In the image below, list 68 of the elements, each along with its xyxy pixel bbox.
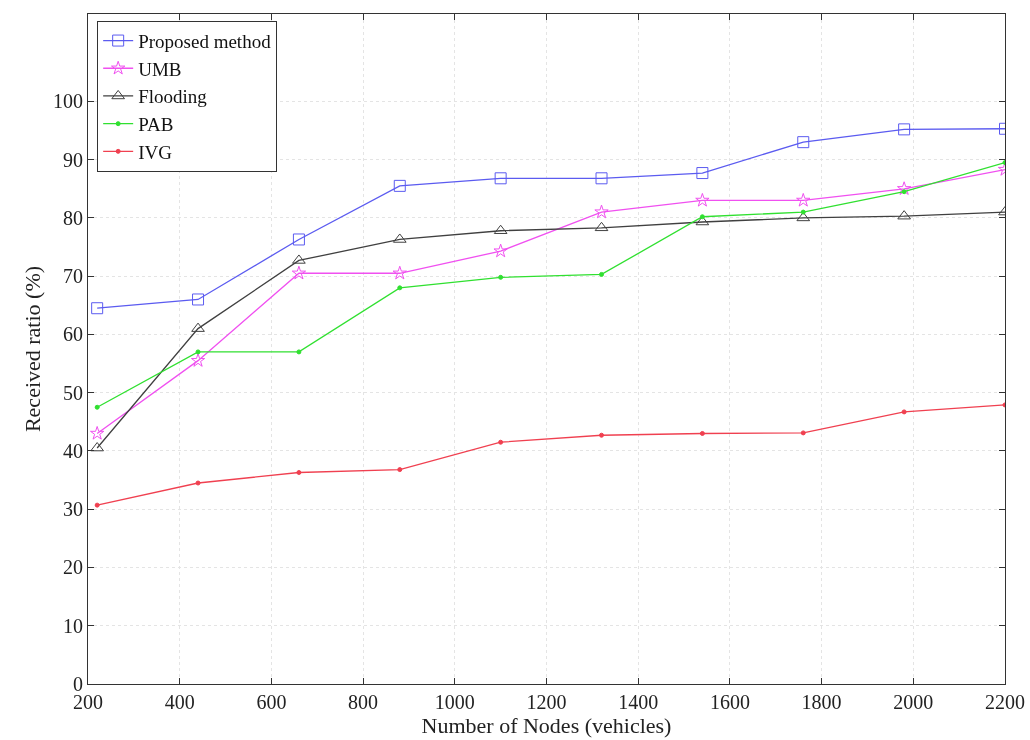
point <box>594 221 609 232</box>
point <box>191 322 205 332</box>
point <box>494 172 507 185</box>
x-tick-label: 1200 <box>526 691 567 713</box>
point <box>90 425 105 440</box>
x-tick-label: 1400 <box>618 691 659 713</box>
point <box>498 274 504 280</box>
y-tick-label: 30 <box>63 498 83 521</box>
point <box>599 271 605 277</box>
point <box>296 349 302 355</box>
x-tick-label: 800 <box>348 691 379 713</box>
point <box>695 192 710 207</box>
point <box>796 211 811 222</box>
point <box>898 123 911 136</box>
point <box>393 179 406 192</box>
point <box>498 439 504 445</box>
y-tick-label: 40 <box>63 439 83 462</box>
point <box>901 189 907 195</box>
point <box>292 233 305 246</box>
y-tick-label: 80 <box>63 206 83 229</box>
y-axis-title: Received ratio (%) <box>19 265 45 433</box>
point <box>594 204 609 219</box>
point <box>392 265 407 280</box>
point <box>796 192 811 207</box>
x-tick-label: 400 <box>164 691 195 713</box>
legend-label: PAB <box>138 114 174 136</box>
y-tick-label: 20 <box>63 556 83 579</box>
point <box>493 243 508 258</box>
point <box>190 353 206 367</box>
y-tick-label: 50 <box>63 381 83 404</box>
legend-label: Flooding <box>138 86 208 108</box>
y-tick-label: 70 <box>63 265 83 288</box>
point <box>599 432 605 438</box>
point <box>195 349 201 355</box>
y-tick-label: 100 <box>53 90 83 113</box>
legend-label: Proposed method <box>138 30 272 52</box>
point <box>291 265 307 280</box>
x-tick-label: 2200 <box>985 691 1025 713</box>
point <box>94 404 100 410</box>
legend-label: UMB <box>138 58 182 80</box>
point <box>800 209 806 215</box>
point <box>397 285 403 291</box>
point <box>797 136 810 149</box>
x-tick-label: 1600 <box>709 691 750 713</box>
x-tick-label: 600 <box>256 691 287 713</box>
y-tick-label: 10 <box>63 614 83 637</box>
x-tick-label: 1000 <box>434 691 475 713</box>
point <box>192 293 205 306</box>
point <box>897 210 911 220</box>
point <box>699 430 705 436</box>
point <box>595 172 608 185</box>
y-tick-label: 90 <box>63 148 83 171</box>
x-axis-title: Number of Nodes (vehicles) <box>421 713 672 738</box>
point <box>696 167 709 180</box>
point <box>397 467 403 473</box>
point <box>901 409 907 415</box>
x-tick-label: 2000 <box>893 691 934 713</box>
point <box>699 214 705 220</box>
x-tick-label: 1800 <box>801 691 842 713</box>
y-tick-label: 60 <box>63 323 83 346</box>
point <box>94 502 100 508</box>
point <box>195 480 201 486</box>
point <box>296 470 302 476</box>
point <box>292 254 306 264</box>
point <box>800 430 806 436</box>
legend-label: IVG <box>138 141 173 163</box>
point <box>896 181 912 195</box>
point <box>91 302 104 315</box>
